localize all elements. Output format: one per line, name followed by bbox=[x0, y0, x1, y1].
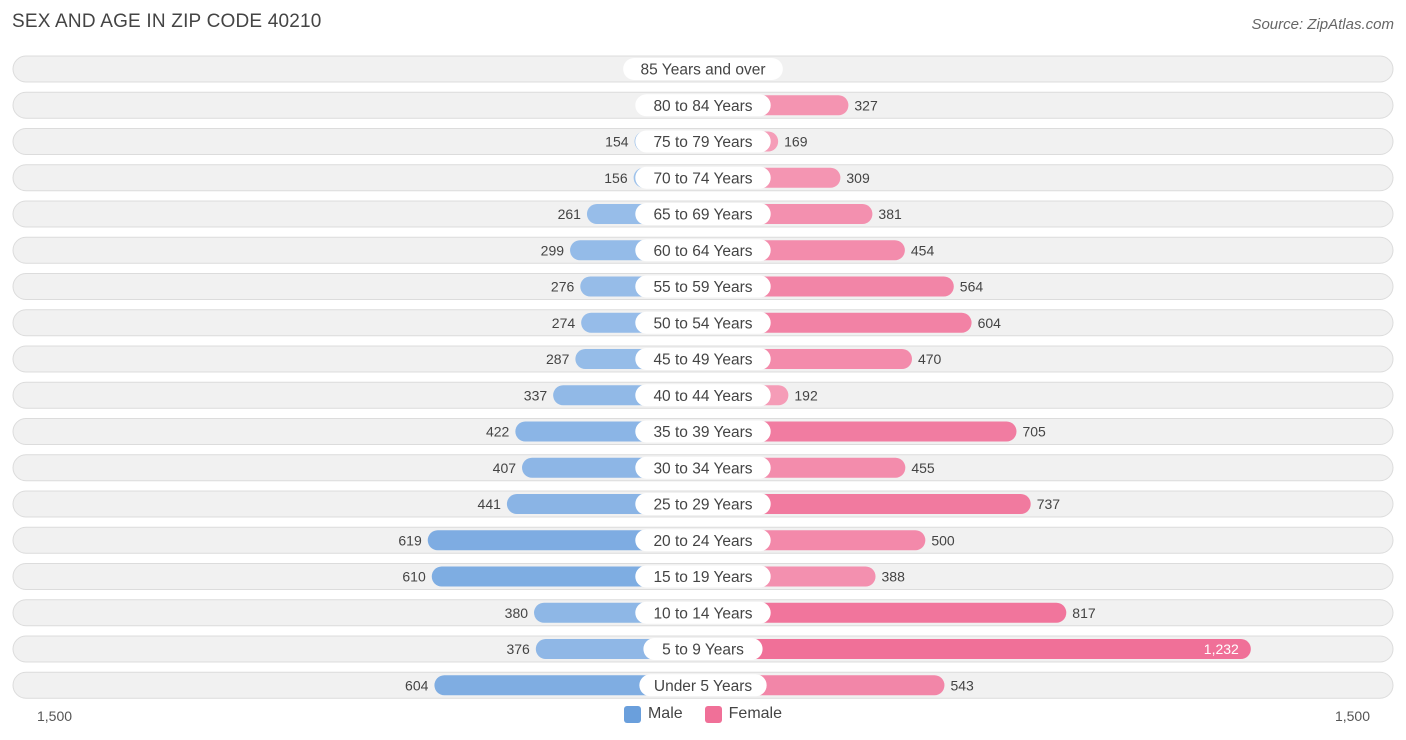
female-bar bbox=[703, 494, 1031, 514]
male-value-label: 441 bbox=[478, 496, 502, 512]
male-bar bbox=[431, 566, 703, 587]
legend: Male Female bbox=[0, 705, 1406, 723]
category-label: Under 5 Years bbox=[654, 678, 752, 695]
category-label-bg bbox=[635, 239, 771, 262]
female-value-label: 543 bbox=[950, 677, 974, 693]
female-value-label: 309 bbox=[846, 170, 870, 186]
male-value-label: 407 bbox=[493, 460, 517, 476]
male-value-label: 610 bbox=[402, 569, 426, 585]
category-label-bg bbox=[635, 130, 771, 153]
category-label: 70 to 74 Years bbox=[653, 170, 752, 187]
female-value-label: 1,232 bbox=[1204, 641, 1239, 657]
female-value-label: 564 bbox=[960, 279, 984, 295]
category-label-bg bbox=[635, 565, 771, 588]
category-label-bg bbox=[643, 638, 763, 660]
legend-label-female: Female bbox=[728, 705, 783, 722]
category-label-bg bbox=[635, 311, 771, 334]
female-bar bbox=[703, 421, 1017, 442]
male-value-label: 604 bbox=[405, 677, 429, 693]
male-value-label: 276 bbox=[551, 279, 575, 295]
source-note: Source: ZipAtlas.com bbox=[1251, 16, 1394, 33]
category-label-bg bbox=[635, 203, 771, 225]
category-label: 85 Years and over bbox=[641, 62, 766, 79]
category-label-bg bbox=[639, 674, 767, 697]
male-value-label: 156 bbox=[604, 170, 628, 186]
category-label: 45 to 49 Years bbox=[653, 352, 752, 369]
category-label: 60 to 64 Years bbox=[653, 243, 752, 260]
male-bar bbox=[427, 530, 703, 551]
female-value-label: 705 bbox=[1022, 424, 1046, 440]
category-label: 75 to 79 Years bbox=[653, 134, 752, 151]
female-value-label: 455 bbox=[911, 460, 935, 476]
female-value-label: 817 bbox=[1072, 605, 1096, 621]
category-label: 50 to 54 Years bbox=[653, 315, 752, 332]
male-value-label: 337 bbox=[524, 387, 548, 403]
male-value-label: 422 bbox=[486, 424, 510, 440]
female-value-label: 454 bbox=[911, 242, 935, 258]
female-bar bbox=[703, 312, 972, 333]
category-label-bg bbox=[635, 275, 771, 298]
category-label-bg bbox=[635, 529, 771, 552]
category-label-bg bbox=[635, 493, 771, 515]
category-label-bg bbox=[635, 348, 771, 370]
male-value-label: 619 bbox=[398, 532, 422, 548]
legend-swatch-female bbox=[704, 705, 722, 723]
male-value-label: 274 bbox=[552, 315, 576, 331]
category-label-bg bbox=[635, 601, 771, 624]
category-label-bg bbox=[635, 456, 771, 479]
male-value-label: 380 bbox=[505, 605, 529, 621]
category-label: 55 to 59 Years bbox=[653, 279, 752, 296]
category-label: 40 to 44 Years bbox=[653, 388, 752, 405]
female-value-label: 327 bbox=[854, 97, 878, 113]
category-label: 80 to 84 Years bbox=[653, 98, 752, 115]
category-label-bg bbox=[635, 94, 771, 117]
category-label: 5 to 9 Years bbox=[662, 642, 744, 659]
axis-right-label: 1,500 bbox=[1334, 708, 1370, 724]
female-value-label: 500 bbox=[931, 532, 955, 548]
chart-title: SEX AND AGE IN ZIP CODE 40210 bbox=[12, 11, 322, 32]
female-value-label: 604 bbox=[978, 315, 1002, 331]
male-value-label: 154 bbox=[605, 134, 629, 150]
male-value-label: 376 bbox=[506, 641, 530, 657]
legend-item-female[interactable]: Female bbox=[704, 705, 783, 723]
male-value-label: 299 bbox=[541, 242, 565, 258]
category-label: 65 to 69 Years bbox=[653, 207, 752, 224]
female-value-label: 169 bbox=[784, 134, 808, 150]
category-label: 35 to 39 Years bbox=[653, 424, 752, 441]
male-value-label: 287 bbox=[546, 351, 570, 367]
female-value-label: 388 bbox=[882, 569, 906, 585]
category-label-bg bbox=[635, 166, 771, 189]
category-label: 30 to 34 Years bbox=[653, 460, 752, 477]
category-label-bg bbox=[635, 384, 771, 407]
female-value-label: 737 bbox=[1037, 496, 1061, 512]
category-label: 20 to 24 Years bbox=[653, 533, 752, 550]
category-label-bg bbox=[623, 58, 783, 80]
female-bar bbox=[703, 602, 1067, 623]
category-label: 15 to 19 Years bbox=[653, 569, 752, 586]
male-bar bbox=[434, 675, 703, 696]
female-bar bbox=[703, 639, 1251, 659]
female-value-label: 470 bbox=[918, 351, 942, 367]
category-label-bg bbox=[635, 420, 771, 443]
female-value-label: 192 bbox=[794, 387, 818, 403]
axis-left-label: 1,500 bbox=[37, 708, 73, 724]
legend-label-male: Male bbox=[647, 705, 683, 722]
category-label: 10 to 14 Years bbox=[653, 605, 752, 622]
legend-item-male[interactable]: Male bbox=[623, 705, 683, 723]
legend-swatch-male bbox=[623, 705, 641, 723]
category-label: 25 to 29 Years bbox=[653, 497, 752, 514]
female-value-label: 381 bbox=[878, 206, 902, 222]
male-value-label: 261 bbox=[558, 206, 582, 222]
